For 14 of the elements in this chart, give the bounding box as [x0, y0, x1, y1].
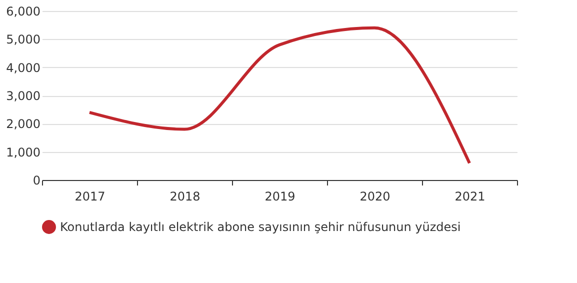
y-tick-label: 2,000 — [6, 117, 40, 132]
y-tick-label: 5,000 — [6, 32, 40, 47]
x-tick-label: 2017 — [74, 190, 106, 204]
line-series — [88, 26, 471, 165]
x-tick-label: 2018 — [170, 190, 200, 204]
y-tick-label: 4,000 — [6, 60, 40, 75]
y-tick-label: 1,000 — [6, 145, 40, 160]
y-tick-label: 3,000 — [6, 89, 40, 103]
x-tick-label: 2019 — [264, 190, 296, 204]
x-tick-label: 2021 — [454, 190, 486, 204]
y-tick-label: 0 — [32, 174, 40, 188]
x-tick-label: 2020 — [360, 190, 390, 204]
legend-label: Konutlarda kayıtlı elektrik abone sayısının şehir nüfusunun yüzdesi — [60, 220, 461, 234]
y-tick-label: 6,000 — [6, 4, 40, 18]
